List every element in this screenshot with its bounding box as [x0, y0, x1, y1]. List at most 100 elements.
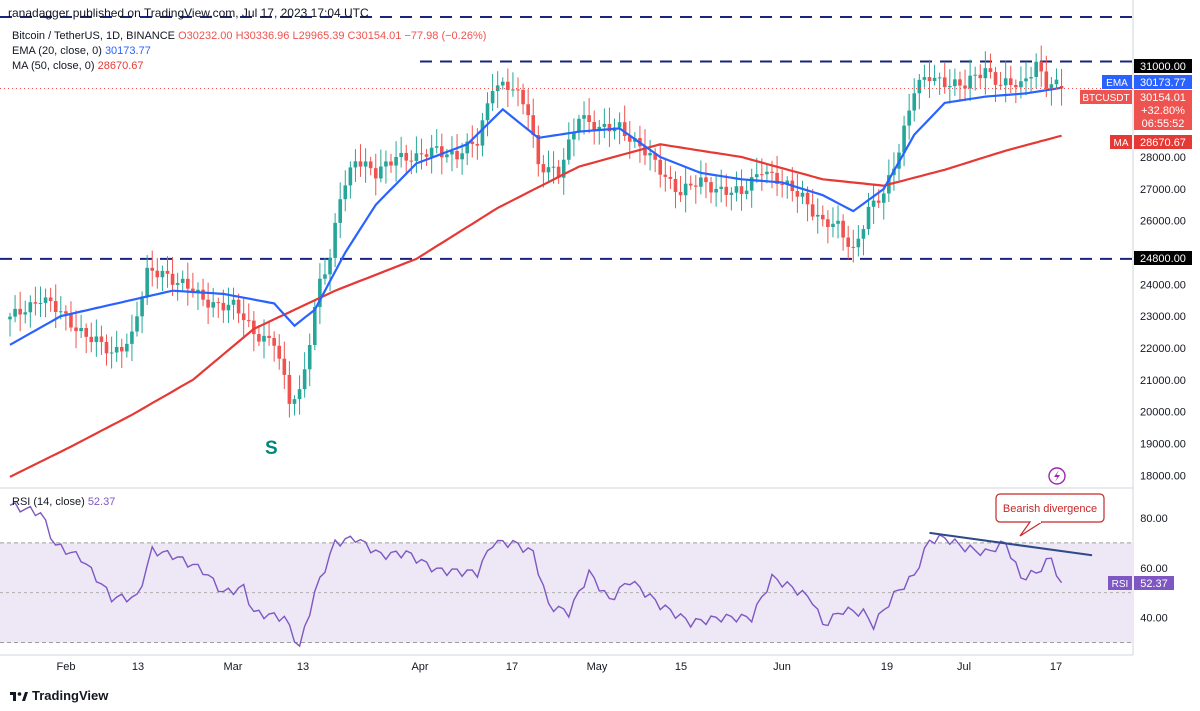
candle-body [973, 74, 977, 76]
candle-body [851, 246, 856, 248]
price-tick-label: 27000.00 [1140, 184, 1186, 196]
candle-body [709, 182, 713, 193]
candle-body [465, 141, 469, 154]
s-annotation: S [265, 438, 278, 459]
candle-body [846, 237, 850, 247]
callout-pointer [1019, 521, 1043, 537]
candle-body [272, 337, 276, 346]
ema-20-line [9, 86, 1062, 346]
candle-body [201, 289, 205, 300]
candle-body [318, 278, 322, 307]
candle-body [597, 126, 602, 131]
candle-body [765, 171, 769, 175]
candle-body [714, 188, 718, 193]
candle-body [683, 183, 688, 196]
candle-body [937, 77, 942, 79]
candle-body [114, 346, 119, 353]
candle-body [170, 273, 175, 285]
candle-body [165, 270, 170, 274]
candle-body [1019, 81, 1023, 88]
svg-text:24800.00: 24800.00 [1140, 253, 1186, 265]
candle-body [460, 153, 464, 160]
candle-body [236, 299, 241, 314]
candle-body [353, 161, 358, 168]
tradingview-logo-icon [10, 690, 28, 702]
lightning-icon[interactable] [1048, 467, 1066, 485]
candle-body [648, 153, 652, 156]
candle-body [1044, 71, 1049, 89]
candle-body [38, 302, 43, 304]
divergence-trendline[interactable] [929, 531, 1093, 557]
candle-body [18, 308, 22, 315]
candle-body [480, 120, 485, 146]
candle-body [688, 183, 693, 186]
candle-body [1059, 85, 1064, 89]
candle-body [841, 220, 845, 238]
candle-body [978, 74, 983, 79]
candle-body [856, 238, 861, 248]
time-tick-label: Feb [57, 661, 76, 673]
horizontal-levels[interactable] [0, 16, 1133, 260]
rsi-legend-label: RSI (14, close) [12, 496, 85, 508]
candle-body [815, 214, 820, 217]
callout-text: Bearish divergence [1003, 503, 1097, 515]
candle-body [221, 302, 226, 311]
candle-body [262, 335, 266, 342]
candle-body [948, 86, 952, 88]
candle-body [175, 282, 180, 285]
ma-legend-label: MA (50, close, 0) [12, 60, 95, 72]
candle-body [231, 299, 236, 305]
time-tick-label: 17 [1050, 661, 1062, 673]
candle-body [536, 135, 541, 165]
candle-body [470, 141, 475, 144]
candle-body [84, 328, 88, 337]
candle-body [927, 77, 932, 82]
candle-body [104, 341, 109, 354]
candle-body [719, 186, 723, 189]
symbol-legend[interactable]: Bitcoin / TetherUS, 1D, BINANCE O30232.0… [12, 30, 486, 42]
bearish-divergence-callout[interactable]: Bearish divergence [995, 493, 1105, 537]
candle-body [780, 183, 784, 185]
candle-body [13, 308, 17, 317]
svg-text:31000.00: 31000.00 [1140, 61, 1186, 73]
candle-body [292, 399, 297, 404]
candle-body [627, 136, 632, 142]
ohlc-low: L29965.39 [292, 30, 345, 42]
rsi-axis-labels: 40.00 60.00 80.00 [1140, 513, 1168, 625]
rsi-legend[interactable]: RSI (14, close) 52.37 [12, 496, 115, 508]
candle-body [521, 89, 525, 105]
candle-body [643, 146, 647, 156]
candle-body [754, 174, 759, 178]
candle-body [302, 369, 307, 390]
candle-body [1008, 78, 1013, 86]
candle-body [810, 204, 815, 217]
candle-body [805, 192, 810, 205]
candle-body [257, 334, 261, 342]
candlesticks [8, 45, 1064, 418]
price-tick-label: 18000.00 [1140, 470, 1186, 482]
candle-body [404, 152, 409, 161]
candle-body [668, 176, 673, 179]
ma-badge: MA 28670.67 [1110, 135, 1192, 149]
candle-body [704, 177, 708, 183]
candle-body [932, 77, 937, 82]
candle-body [333, 222, 337, 258]
candle-body [582, 115, 586, 119]
candle-body [556, 166, 561, 178]
candle-body [358, 161, 363, 167]
candle-body [313, 306, 317, 345]
tradingview-brand[interactable]: TradingView [10, 688, 108, 703]
candle-body [394, 157, 398, 166]
symbol-title: Bitcoin / TetherUS, 1D, BINANCE [12, 30, 176, 42]
candle-body [323, 274, 327, 279]
candle-body [500, 81, 505, 86]
candle-body [1049, 84, 1054, 89]
ema-legend[interactable]: EMA (20, close, 0) 30173.77 [12, 45, 151, 57]
candle-body [770, 171, 774, 173]
candle-body [821, 214, 825, 220]
ma-legend-value: 28670.67 [97, 60, 144, 72]
ma-legend[interactable]: MA (50, close, 0) 28670.67 [12, 60, 144, 72]
candle-body [998, 84, 1003, 86]
candle-body [64, 311, 68, 314]
